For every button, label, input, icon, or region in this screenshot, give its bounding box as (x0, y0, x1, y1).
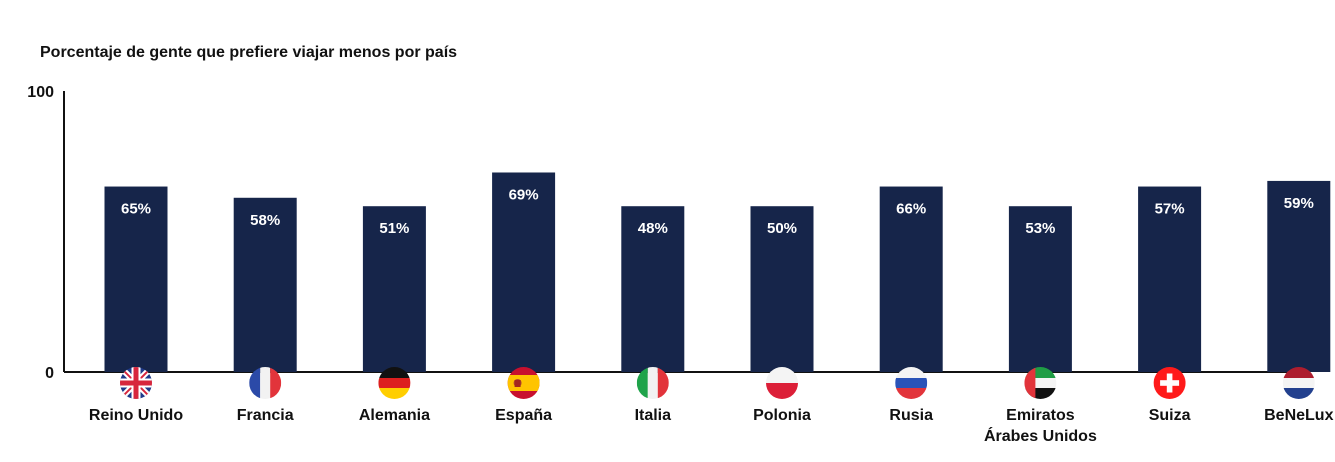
bar-value-label: 69% (509, 186, 539, 203)
bar-value-label: 59% (1284, 195, 1314, 212)
uk-flag-icon (120, 367, 152, 399)
bar (492, 172, 556, 372)
bar-value-label: 57% (1155, 201, 1185, 218)
x-tick-label: Rusia (889, 407, 933, 424)
x-tick-label: Alemania (359, 407, 430, 424)
bar (1138, 186, 1202, 372)
germany-flag-icon (378, 367, 411, 399)
france-flag-icon (249, 367, 282, 399)
bar (1008, 206, 1072, 372)
spain-flag-icon (507, 367, 540, 399)
bar (750, 206, 814, 372)
bar-value-label: 53% (1025, 220, 1055, 237)
bar (362, 206, 426, 372)
bar-value-label: 48% (638, 220, 668, 237)
bar-value-label: 51% (379, 220, 409, 237)
x-tick-label: Emiratos Árabes Unidos (984, 407, 1097, 445)
bar-value-label: 66% (896, 201, 926, 218)
uae-flag-icon (1024, 367, 1057, 399)
bar (879, 186, 943, 372)
bar-value-label: 50% (767, 220, 797, 237)
x-tick-label: España (495, 407, 552, 424)
bar (104, 186, 168, 372)
bar (621, 206, 685, 372)
netherlands-flag-icon (1282, 367, 1315, 399)
italy-flag-icon (636, 367, 669, 399)
x-tick-label: BeNeLux (1264, 407, 1333, 424)
x-tick-label: Polonia (753, 407, 811, 424)
x-tick-label: Italia (635, 407, 672, 424)
bar (1267, 180, 1331, 372)
x-tick-label: Francia (237, 407, 294, 424)
x-tick-label: Suiza (1149, 407, 1191, 424)
chart-title: Porcentaje de gente que prefiere viajar … (40, 44, 458, 61)
bar-value-label: 58% (250, 212, 280, 229)
y-tick-label: 0 (45, 365, 54, 382)
x-tick-label: Reino Unido (89, 407, 183, 424)
russia-flag-icon (895, 367, 928, 399)
poland-flag-icon (766, 367, 798, 399)
bar-value-label: 65% (121, 201, 151, 218)
switzerland-flag-icon (1153, 367, 1186, 399)
y-tick-label: 100 (27, 84, 54, 101)
bar (233, 197, 297, 372)
